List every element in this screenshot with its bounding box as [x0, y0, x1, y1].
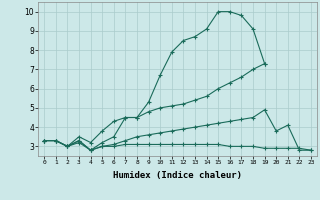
X-axis label: Humidex (Indice chaleur): Humidex (Indice chaleur)	[113, 171, 242, 180]
